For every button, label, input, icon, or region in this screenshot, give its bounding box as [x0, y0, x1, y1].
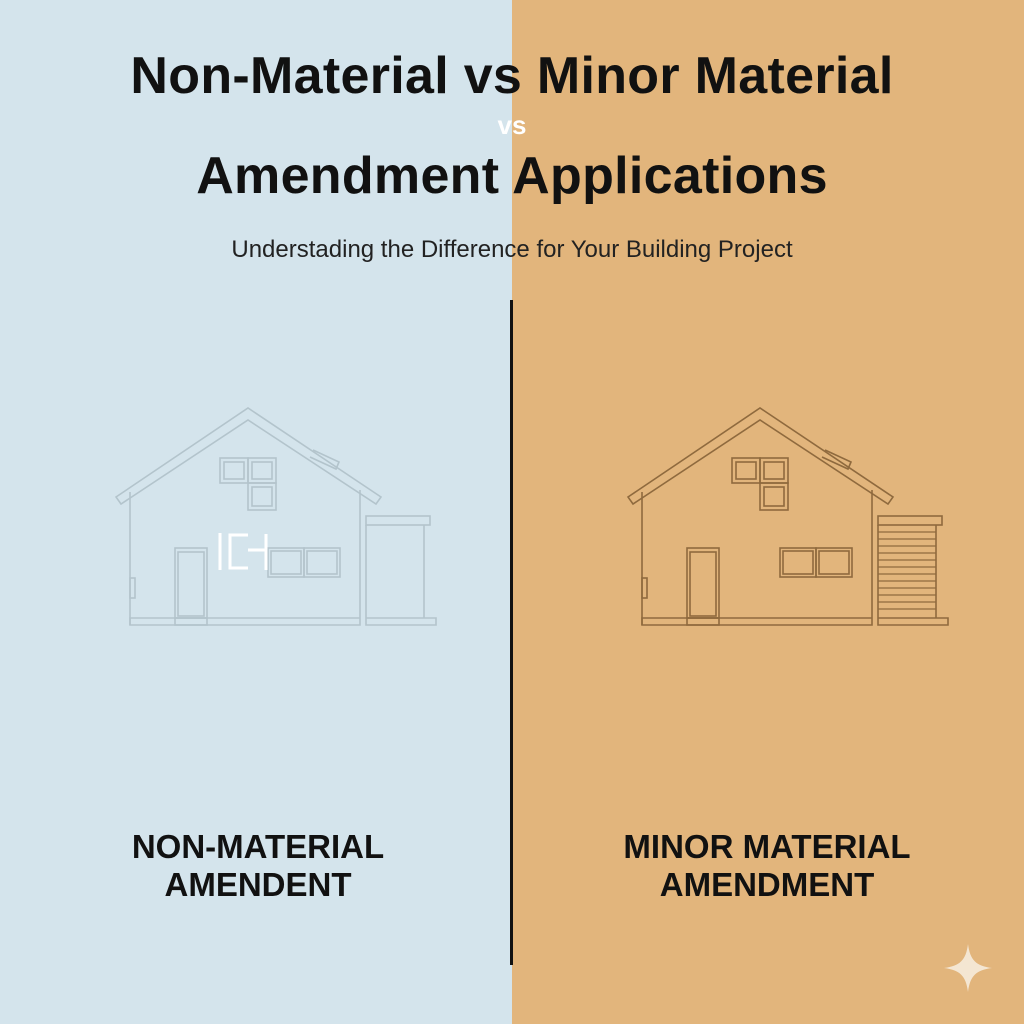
right-label-line-2: AMENDMENT	[659, 866, 875, 903]
right-panel	[512, 0, 1024, 1024]
right-label-line-1: MINOR MATERIAL	[623, 828, 911, 865]
house-outline-with-garage-icon	[627, 407, 949, 626]
vs-overlay: vs	[497, 110, 527, 140]
left-panel	[0, 0, 512, 1024]
divider	[510, 300, 513, 965]
left-label-line-1: NON-MATERIAL	[131, 828, 385, 865]
left-label: NON-MATERIAL AMENDENT	[58, 828, 458, 904]
sparkle-icon	[944, 944, 992, 992]
garage-door-icon	[878, 531, 936, 610]
ich-logo-mark	[218, 533, 268, 570]
right-label: MINOR MATERIAL AMENDMENT	[567, 828, 967, 904]
title-line-1: Non-Material vs Minor Material	[130, 47, 894, 105]
subtitle: Understading the Difference for Your Bui…	[231, 236, 793, 263]
left-label-line-2: AMENDENT	[164, 866, 352, 903]
title-line-2: Amendment Applications	[196, 147, 828, 205]
house-outline-icon	[115, 407, 437, 626]
